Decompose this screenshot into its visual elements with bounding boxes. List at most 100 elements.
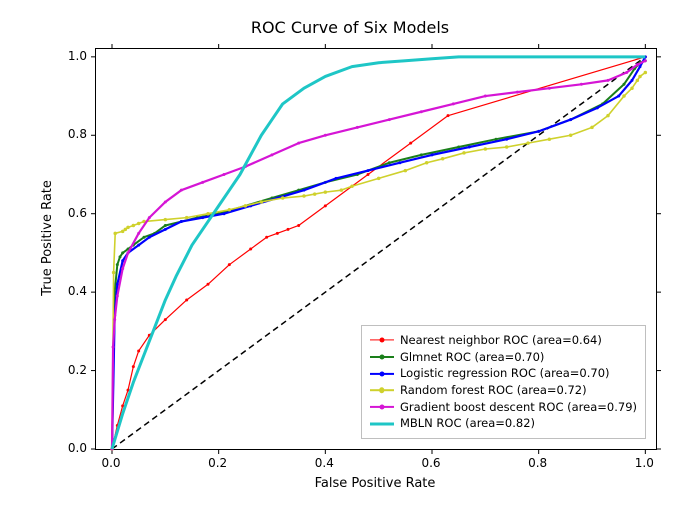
y-tick-label: 0.4 bbox=[68, 284, 87, 298]
roc-marker bbox=[356, 126, 359, 129]
roc-marker bbox=[441, 157, 445, 161]
roc-marker bbox=[303, 189, 306, 192]
roc-marker bbox=[127, 251, 130, 254]
x-tick-label: 0.6 bbox=[421, 456, 440, 470]
y-tick-label: 1.0 bbox=[68, 49, 87, 63]
roc-marker bbox=[367, 173, 370, 176]
roc-marker bbox=[631, 79, 634, 82]
roc-marker bbox=[148, 236, 151, 239]
roc-marker bbox=[367, 169, 370, 172]
legend-label: Logistic regression ROC (area=0.70) bbox=[400, 365, 610, 382]
roc-figure: ROC Curve of Six Models Nearest neighbor… bbox=[0, 0, 700, 525]
chart-title: ROC Curve of Six Models bbox=[0, 18, 700, 37]
roc-marker bbox=[297, 224, 300, 227]
roc-marker bbox=[377, 177, 381, 181]
roc-marker bbox=[244, 204, 248, 208]
roc-marker bbox=[580, 83, 583, 86]
roc-marker bbox=[425, 161, 429, 165]
x-tick-label: 1.0 bbox=[635, 456, 654, 470]
roc-marker bbox=[164, 224, 167, 227]
roc-marker bbox=[113, 232, 117, 236]
legend-box: Nearest neighbor ROC (area=0.64)Glmnet R… bbox=[361, 325, 646, 439]
y-tick-label: 0.6 bbox=[68, 206, 87, 220]
roc-marker bbox=[313, 192, 317, 196]
roc-marker bbox=[223, 173, 226, 176]
x-tick-label: 0.8 bbox=[528, 456, 547, 470]
roc-marker bbox=[137, 232, 140, 235]
roc-marker bbox=[468, 146, 471, 149]
roc-marker bbox=[569, 118, 572, 121]
roc-marker bbox=[630, 86, 634, 90]
roc-marker bbox=[287, 228, 290, 231]
roc-marker bbox=[185, 298, 188, 301]
roc-marker bbox=[537, 130, 540, 133]
roc-marker bbox=[207, 283, 210, 286]
roc-marker bbox=[164, 218, 168, 222]
roc-marker bbox=[132, 365, 135, 368]
roc-marker bbox=[569, 134, 573, 138]
legend-label: Nearest neighbor ROC (area=0.64) bbox=[400, 332, 602, 349]
roc-marker bbox=[180, 189, 183, 192]
roc-marker bbox=[206, 212, 210, 216]
roc-marker bbox=[431, 153, 434, 156]
roc-marker bbox=[409, 142, 412, 145]
roc-marker bbox=[607, 79, 610, 82]
roc-marker bbox=[148, 216, 151, 219]
roc-marker bbox=[324, 134, 327, 137]
roc-marker bbox=[164, 318, 167, 321]
legend-row: Random forest ROC (area=0.72) bbox=[370, 382, 637, 399]
roc-marker bbox=[447, 114, 450, 117]
roc-marker bbox=[388, 161, 391, 164]
roc-marker bbox=[638, 75, 642, 79]
y-tick-label: 0.0 bbox=[68, 441, 87, 455]
legend-row: Nearest neighbor ROC (area=0.64) bbox=[370, 332, 637, 349]
x-tick-label: 0.0 bbox=[101, 456, 120, 470]
roc-marker bbox=[164, 200, 167, 203]
roc-marker bbox=[324, 190, 328, 194]
roc-marker bbox=[116, 295, 119, 298]
roc-marker bbox=[201, 216, 204, 219]
roc-marker bbox=[516, 91, 519, 94]
legend-swatch bbox=[370, 419, 394, 429]
y-tick-label: 0.2 bbox=[68, 363, 87, 377]
legend-swatch bbox=[370, 335, 394, 345]
roc-marker bbox=[281, 196, 285, 200]
roc-marker bbox=[639, 65, 642, 68]
roc-marker bbox=[121, 267, 124, 270]
roc-marker bbox=[223, 212, 226, 215]
roc-marker bbox=[137, 222, 141, 226]
roc-marker bbox=[350, 185, 354, 189]
roc-marker bbox=[121, 251, 124, 254]
legend-swatch bbox=[370, 369, 394, 379]
roc-marker bbox=[113, 318, 116, 321]
roc-marker bbox=[636, 63, 639, 66]
roc-marker bbox=[228, 263, 231, 266]
roc-marker bbox=[420, 153, 423, 156]
roc-marker bbox=[143, 236, 146, 239]
roc-marker bbox=[484, 147, 488, 151]
roc-marker bbox=[228, 208, 232, 212]
roc-marker bbox=[180, 220, 183, 223]
roc-marker bbox=[137, 244, 140, 247]
roc-marker bbox=[249, 248, 252, 251]
roc-marker bbox=[548, 87, 551, 90]
roc-marker bbox=[404, 169, 408, 173]
roc-marker bbox=[590, 126, 594, 129]
roc-marker bbox=[644, 71, 648, 75]
legend-label: Random forest ROC (area=0.72) bbox=[400, 382, 587, 399]
roc-marker bbox=[623, 83, 626, 86]
plot-area: Nearest neighbor ROC (area=0.64)Glmnet R… bbox=[95, 48, 657, 450]
roc-marker bbox=[276, 232, 279, 235]
roc-marker bbox=[302, 194, 306, 198]
legend-row: Logistic regression ROC (area=0.70) bbox=[370, 365, 637, 382]
roc-marker bbox=[335, 177, 338, 180]
roc-marker bbox=[452, 102, 455, 105]
roc-marker bbox=[625, 71, 628, 74]
roc-marker bbox=[596, 106, 599, 109]
roc-marker bbox=[526, 141, 530, 145]
legend-row: Gradient boost descent ROC (area=0.79) bbox=[370, 399, 637, 416]
roc-marker bbox=[132, 224, 136, 228]
roc-marker bbox=[185, 216, 189, 220]
roc-marker bbox=[420, 110, 423, 113]
roc-marker bbox=[121, 259, 124, 262]
